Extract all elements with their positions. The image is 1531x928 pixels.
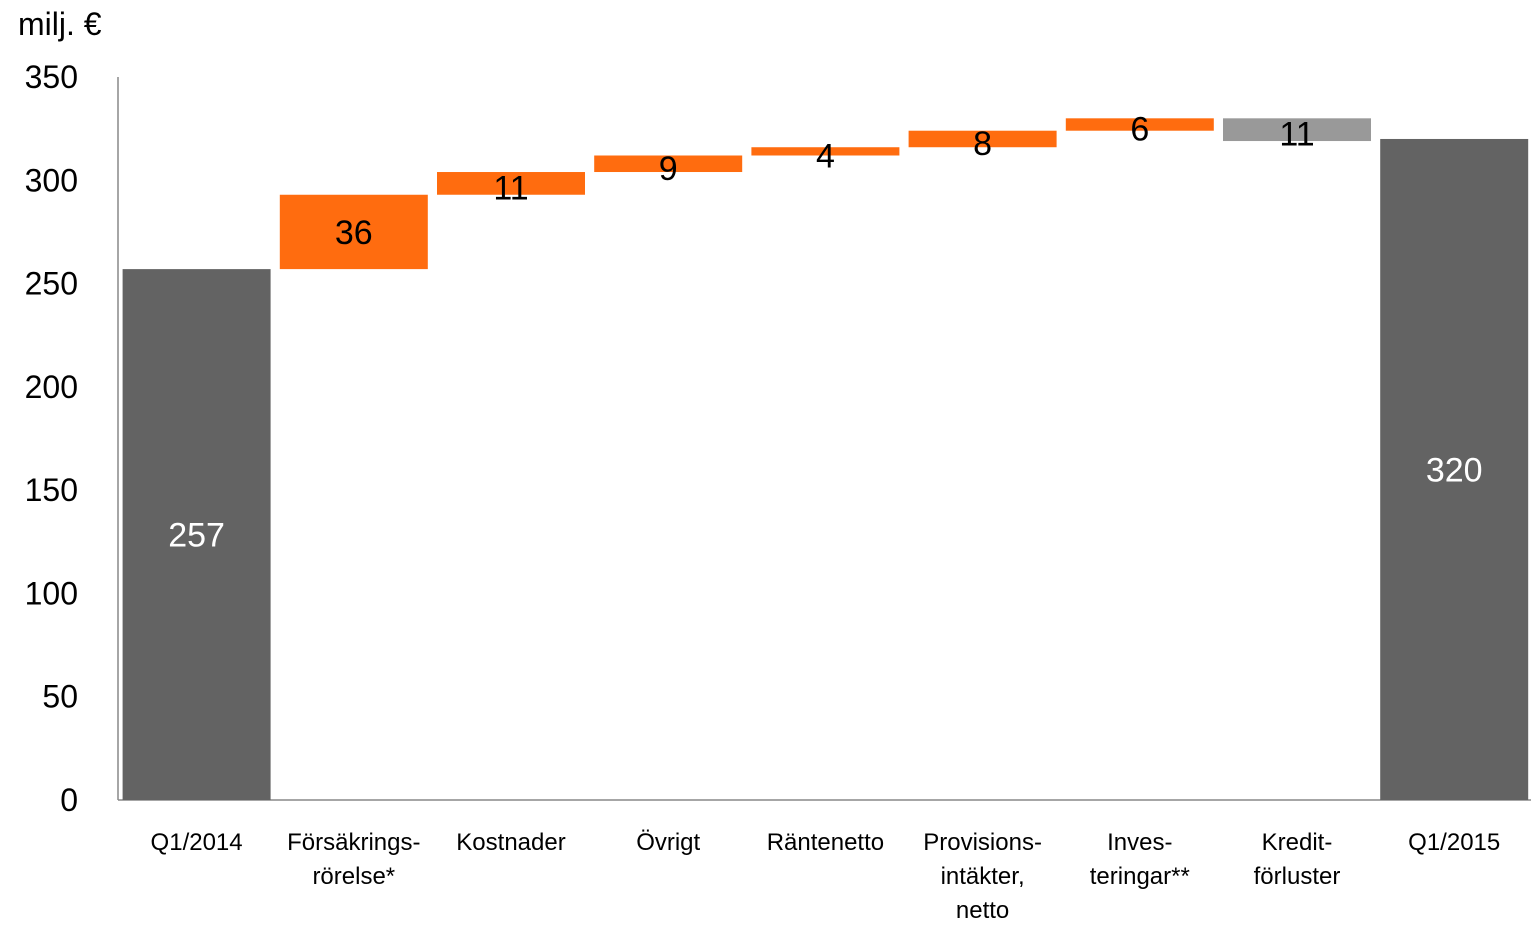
bar-increase — [908, 130, 1057, 148]
bar-increase — [437, 172, 585, 195]
data-label: 9 — [659, 150, 678, 188]
x-tick-label: rörelse* — [312, 863, 395, 890]
y-tick-label: 350 — [25, 59, 78, 95]
y-tick-label: 50 — [42, 679, 78, 715]
x-tick-label: Försäkrings- — [287, 829, 420, 856]
bar-increase — [594, 155, 743, 173]
data-label: 11 — [493, 169, 528, 207]
data-label: 36 — [335, 214, 373, 252]
y-tick-label: 250 — [25, 266, 78, 302]
bar-total — [122, 269, 271, 800]
y-tick-label: 150 — [25, 472, 78, 508]
x-tick-label: Räntenetto — [767, 829, 884, 856]
x-tick-label: Övrigt — [636, 829, 700, 856]
x-tick-label: netto — [956, 897, 1009, 924]
data-label: 257 — [168, 517, 225, 555]
bar-increase — [279, 194, 428, 270]
x-tick-label: Q1/2015 — [1408, 829, 1500, 856]
y-tick-label: 100 — [25, 575, 78, 611]
bar-increase — [751, 147, 900, 156]
data-label: 4 — [816, 137, 835, 175]
y-tick-label: 300 — [25, 162, 78, 198]
bar-increase — [1065, 118, 1214, 131]
x-tick-label: Provisions- — [923, 829, 1042, 856]
data-label: 8 — [973, 125, 992, 163]
x-tick-label: Kredit- — [1262, 829, 1333, 856]
x-tick-label: Inves- — [1107, 829, 1172, 856]
data-label: 6 — [1130, 111, 1149, 149]
y-tick-label: 0 — [60, 782, 78, 818]
bar-total — [1380, 138, 1529, 800]
data-label: 320 — [1426, 451, 1483, 489]
x-tick-label: Kostnader — [456, 829, 565, 856]
data-label: 11 — [1279, 116, 1314, 154]
x-tick-label: Q1/2014 — [151, 829, 243, 856]
x-tick-label: förluster — [1254, 863, 1341, 890]
x-tick-label: teringar** — [1090, 863, 1190, 890]
y-tick-label: 200 — [25, 369, 78, 405]
x-tick-label: intäkter, — [941, 863, 1025, 890]
unit-label: milj. € — [18, 6, 102, 42]
bar-decrease — [1223, 118, 1371, 142]
